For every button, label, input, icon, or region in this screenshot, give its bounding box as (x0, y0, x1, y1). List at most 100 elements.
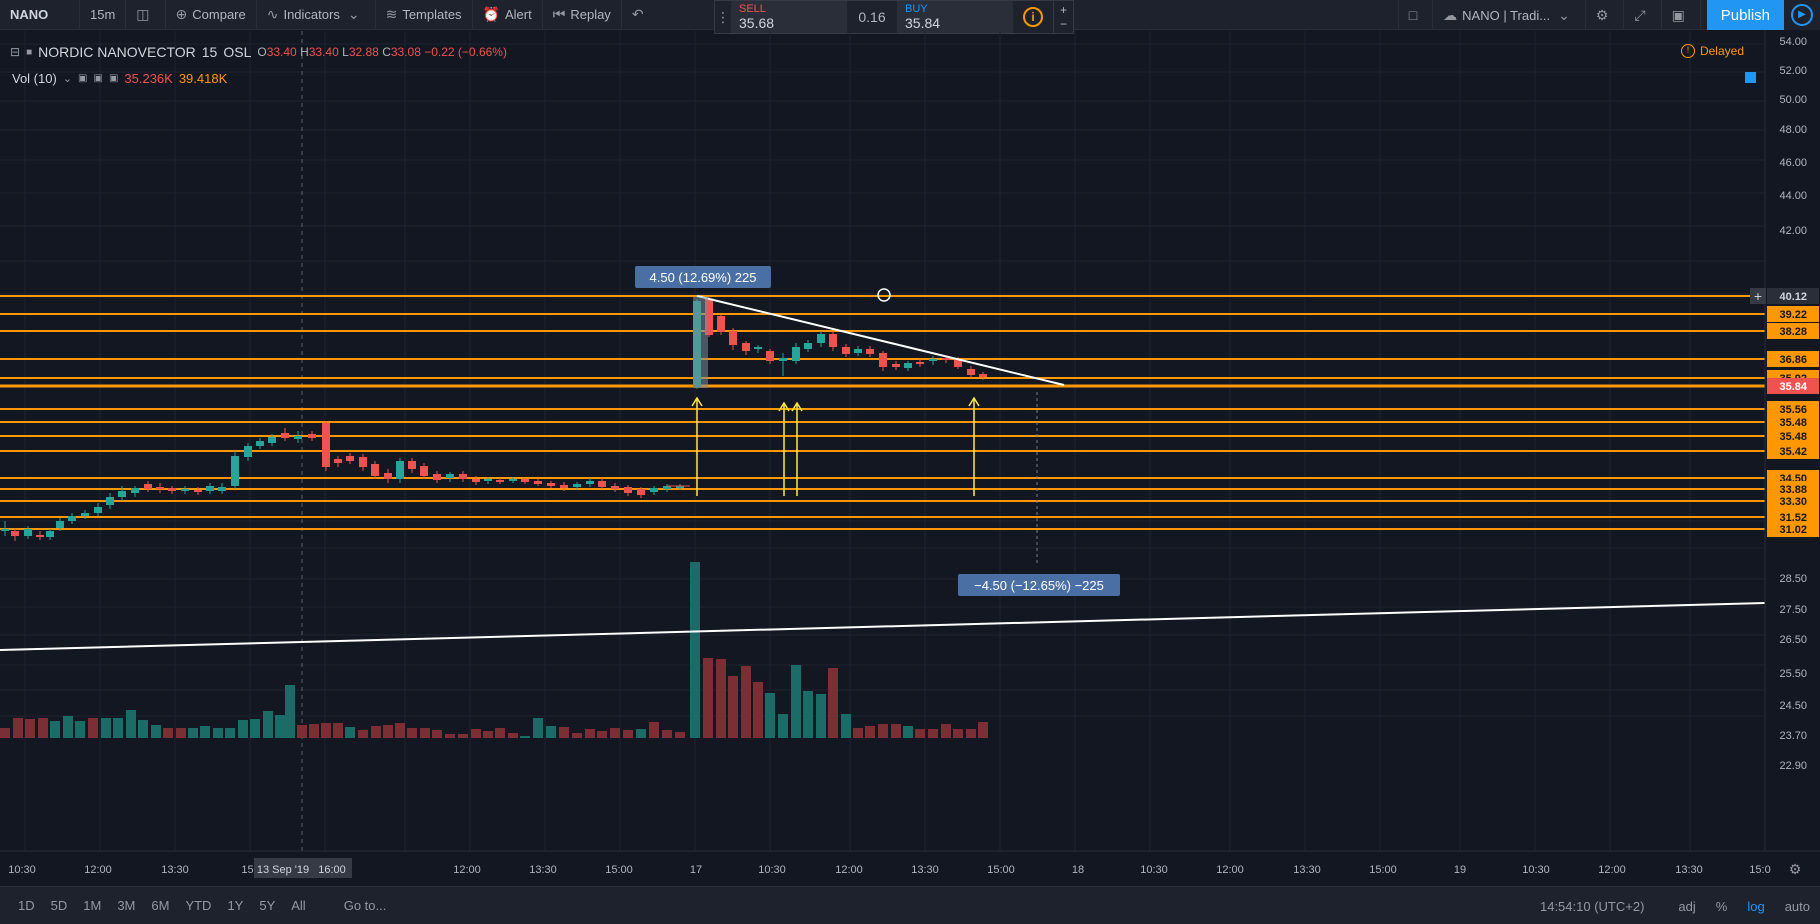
volume-indicator-name[interactable]: Vol (10) (12, 71, 57, 86)
volume-bar (841, 714, 851, 738)
resistance-trendline[interactable] (696, 295, 1065, 386)
layout-menu[interactable]: ☁ NANO | Tradi... ⌄ (1433, 0, 1586, 30)
volume-bar (407, 728, 417, 738)
volume-bar (623, 730, 633, 738)
chart-canvas[interactable]: 4.50 (12.69%) 225−4.50 (−12.65%) −225 56… (0, 31, 1820, 886)
quantity-stepper[interactable]: + − (1053, 1, 1073, 33)
indicator-icon: ∿ (266, 6, 279, 22)
price-level-tag (1767, 378, 1819, 394)
volume-bar (585, 729, 595, 738)
candle-body (68, 516, 76, 521)
goto-button[interactable]: Go to... (343, 898, 387, 913)
range-1d[interactable]: 1D (18, 898, 35, 913)
measure-down-box[interactable] (958, 574, 1120, 596)
auto-toggle[interactable]: auto (1784, 898, 1810, 914)
time-axis: 10:30 12:00 13:30 15: 13 Sep '19 16:00 12:00 13… (0, 850, 1820, 878)
interval-button[interactable]: 15m (80, 0, 127, 30)
clock-readout[interactable]: 14:54:10 (UTC+2) (1539, 898, 1645, 914)
crosshair-plus-button[interactable] (1750, 288, 1766, 304)
indicators-button[interactable]: ∿ Indicators ⌄ (257, 0, 376, 30)
chart-style-button[interactable]: ◫ (126, 0, 166, 30)
drawings: 4.50 (12.69%) 225 −4.50 (−12.65%) −225 (0, 266, 1766, 651)
settings-icon[interactable]: ▣ (93, 73, 103, 84)
snapshot-button[interactable]: ▣ (1662, 0, 1701, 30)
fullscreen-toggle[interactable]: □ (1397, 0, 1434, 30)
templates-icon: ≋ (385, 6, 398, 22)
price-level-label: 40.12 (1779, 291, 1807, 303)
price-level-tag (1767, 351, 1819, 367)
compare-button[interactable]: ⊕ Compare (166, 0, 257, 30)
price-level-label: 35.42 (1779, 446, 1807, 458)
range-ytd[interactable]: YTD (185, 898, 212, 913)
adj-toggle[interactable]: adj (1678, 898, 1696, 914)
close-icon[interactable]: ▣ (108, 73, 119, 84)
measure-range-box[interactable] (693, 297, 708, 388)
candle-body (46, 531, 54, 537)
measure-up-box[interactable] (635, 266, 771, 288)
bottom-toolbar: 1D 5D 1M 3M 6M YTD 1Y 5Y All Go to... 14:54:10 (… (0, 886, 1820, 924)
price-level-tag (1767, 306, 1819, 322)
volume-bar (113, 718, 123, 738)
candle-body (118, 491, 126, 497)
candles (1, 296, 987, 541)
volume-bar (966, 729, 976, 738)
candle-body (131, 488, 139, 493)
candle-body (168, 488, 176, 491)
crosshair-time-tag (254, 858, 316, 878)
log-toggle[interactable]: log (1747, 898, 1765, 914)
legend-interval: 15 (201, 44, 218, 60)
info-button[interactable]: i (1013, 1, 1053, 33)
time-tick-label: 15:00 (987, 864, 1015, 876)
range-6m[interactable]: 6M (151, 898, 170, 913)
buy-button[interactable]: BUY 35.84 (897, 1, 1013, 33)
mark-icon[interactable] (1745, 72, 1756, 83)
volume-bar (63, 716, 73, 738)
candle-body (371, 464, 379, 476)
increase-button[interactable]: + (1059, 3, 1067, 17)
trendline-handle[interactable] (877, 288, 891, 302)
price-level-label: 36.86 (1779, 354, 1807, 366)
volume-bar (741, 666, 751, 738)
chevron-down-icon[interactable]: ⌄ (62, 73, 73, 85)
undo-button[interactable]: ↶ (622, 0, 659, 30)
replay-button[interactable]: ⏮ Replay (543, 0, 622, 30)
price-level-tag (1767, 414, 1819, 430)
sell-button[interactable]: SELL 35.68 (731, 1, 847, 33)
drag-handle-icon[interactable]: ⋮ (716, 8, 730, 25)
range-all[interactable]: All (291, 898, 306, 913)
price-level-tag (1767, 493, 1819, 509)
price-level-tag (1767, 323, 1819, 339)
decrease-button[interactable]: − (1059, 17, 1067, 31)
eye-icon[interactable]: ▣ (78, 73, 88, 84)
gear-icon[interactable]: ⚙ (1789, 861, 1802, 877)
volume-bar (915, 729, 925, 738)
publish-button[interactable]: Publish (1706, 0, 1784, 30)
alert-button[interactable]: ⏰ Alert (473, 0, 543, 30)
arrow-head-icon (778, 401, 790, 412)
volume-bar (778, 714, 788, 738)
range-1y[interactable]: 1Y (227, 898, 244, 913)
range-5y[interactable]: 5Y (259, 898, 276, 913)
play-button[interactable]: ▶ (1784, 0, 1820, 30)
range-5d[interactable]: 5D (50, 898, 68, 913)
volume-bar (238, 720, 248, 738)
candle-body (729, 331, 737, 345)
symbol-search[interactable]: NANO (0, 0, 80, 30)
templates-button[interactable]: ≋ Templates (376, 0, 473, 30)
percent-toggle[interactable]: % (1715, 898, 1728, 914)
price-tick-label: 48.00 (1779, 124, 1807, 136)
time-tick-label: 12:00 (84, 864, 112, 876)
time-tick-label: 15: (241, 864, 256, 876)
support-trendline[interactable] (0, 602, 1766, 651)
candle-body (384, 473, 392, 479)
range-3m[interactable]: 3M (117, 898, 136, 913)
range-1m[interactable]: 1M (83, 898, 102, 913)
cloud-icon: ☁ (1443, 6, 1458, 23)
volume-bar (941, 724, 951, 738)
settings-button[interactable]: ⚙ (1586, 0, 1625, 30)
expand-button[interactable]: ⤢ (1624, 0, 1662, 30)
volume-bar (533, 718, 543, 738)
price-level-tag (1767, 428, 1819, 444)
collapse-icon[interactable]: ⊟ (10, 45, 21, 59)
delayed-badge[interactable]: ! Delayed (1680, 44, 1744, 58)
